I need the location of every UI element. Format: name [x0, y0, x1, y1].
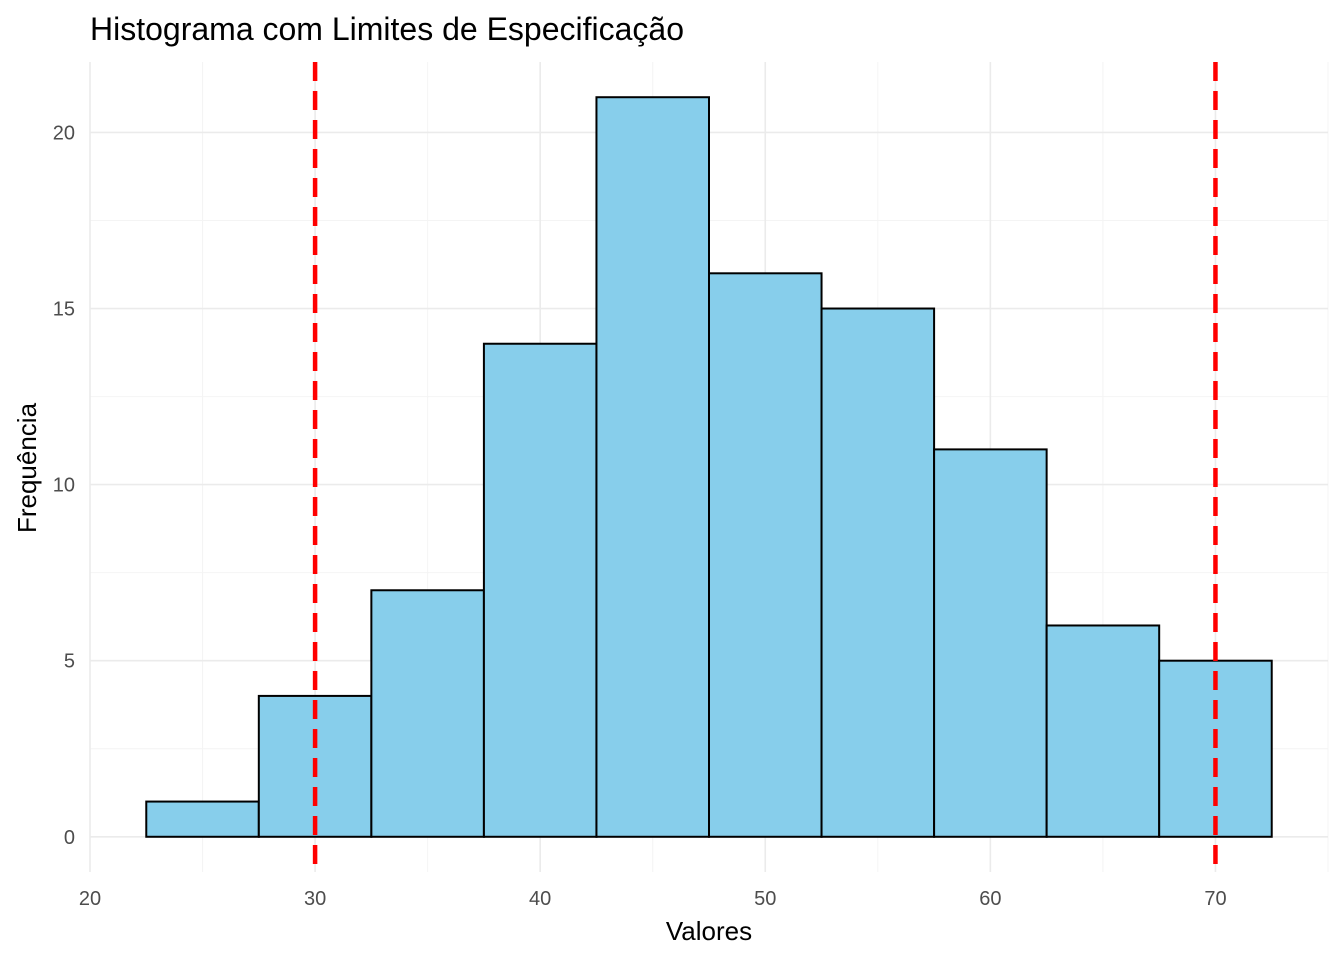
histogram-bars	[145, 96, 1273, 838]
histogram-bar	[1045, 624, 1161, 838]
histogram-bar	[482, 342, 598, 838]
histogram-bar	[708, 272, 823, 838]
y-tick-label: 10	[53, 475, 75, 497]
x-tick-label: 70	[1204, 888, 1226, 910]
x-tick-label: 30	[304, 888, 326, 910]
y-tick-label: 20	[53, 122, 75, 144]
x-axis-ticks: 20 30 40 50 60 70	[79, 888, 1227, 910]
chart-title: Histograma com Limites de Especificação	[90, 11, 684, 47]
spec-limit-lines	[312, 62, 1218, 872]
histogram-bar	[820, 307, 936, 838]
x-tick-label: 50	[754, 888, 776, 910]
histogram-bar	[595, 96, 710, 838]
y-tick-label: 0	[64, 827, 75, 849]
x-tick-label: 20	[79, 888, 101, 910]
x-axis-label: Valores	[666, 916, 752, 946]
y-axis-label: Frequência	[12, 402, 42, 533]
x-tick-label: 40	[529, 888, 551, 910]
y-tick-label: 15	[53, 299, 75, 321]
histogram-bar	[1158, 659, 1273, 838]
x-tick-label: 60	[979, 888, 1001, 910]
histogram-bar	[145, 800, 260, 838]
histogram-bar	[370, 589, 485, 838]
y-tick-label: 5	[64, 651, 75, 673]
y-axis-ticks: 0 5 10 15 20	[53, 122, 75, 848]
histogram-bar	[933, 448, 1048, 838]
